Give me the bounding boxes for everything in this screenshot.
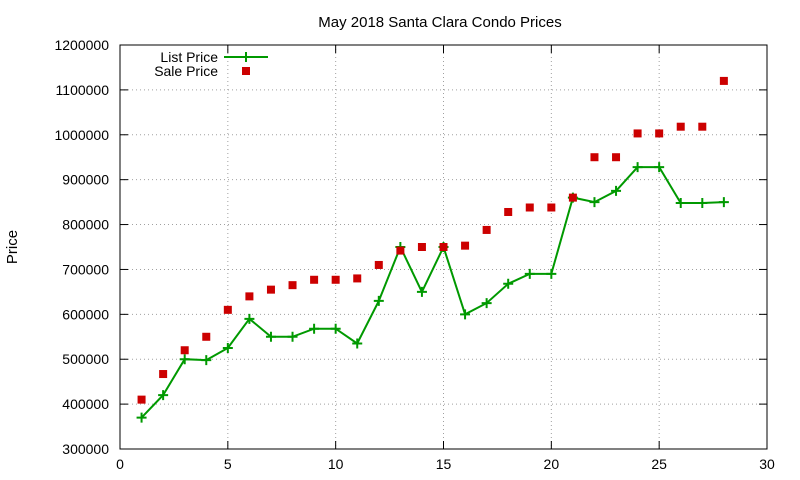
list-price-point (654, 162, 665, 173)
sale-price-point (202, 332, 211, 341)
list-price-point (589, 197, 600, 208)
legend-marker (241, 52, 251, 62)
y-tick-label: 900000 (62, 172, 109, 188)
sale-price-point (547, 203, 556, 212)
list-price-point (675, 198, 686, 209)
sale-price-point (180, 346, 189, 355)
x-tick-label: 5 (224, 456, 232, 472)
legend-marker (242, 67, 250, 75)
y-tick-label: 400000 (62, 396, 109, 412)
sale-price-point (374, 260, 383, 269)
list-price-point (352, 338, 363, 349)
list-price-point (309, 323, 320, 334)
sale-price-point (719, 76, 728, 85)
sale-price-point (159, 370, 168, 379)
sale-price-point (310, 275, 319, 284)
series-layer (136, 76, 729, 423)
list-price-point (265, 331, 276, 342)
axis-ticks: 300000 400000 500000 600000 700000 800000 9000… (54, 37, 775, 472)
sale-price-point (676, 122, 685, 131)
y-tick-label: 1100000 (56, 82, 110, 98)
sale-price-point (461, 241, 470, 250)
list-price-point (546, 268, 557, 279)
list-price-point (330, 323, 341, 334)
list-price-point (718, 197, 729, 208)
sale-price-point (223, 305, 232, 314)
list-price-point (460, 309, 471, 320)
list-price-point (244, 313, 255, 324)
sale-price-point (245, 292, 254, 301)
list-price-point (503, 278, 514, 289)
sale-price-point (137, 395, 146, 404)
sale-price-point (288, 281, 297, 290)
sale-price-point (525, 203, 534, 212)
sale-price-point (417, 243, 426, 251)
sale-price-point (504, 207, 513, 216)
grid-lines (120, 45, 767, 449)
y-tick-label: 300000 (62, 441, 109, 457)
list-price-point (222, 343, 233, 353)
x-tick-label: 30 (759, 456, 775, 472)
y-tick-label: 1200000 (54, 37, 109, 53)
list-price-point (416, 286, 427, 297)
sale-price-point (396, 246, 405, 255)
list-price-point (201, 355, 212, 366)
x-tick-label: 20 (544, 456, 560, 472)
chart-title: May 2018 Santa Clara Condo Prices (318, 14, 561, 31)
sale-price-point (612, 153, 621, 162)
x-tick-label: 15 (436, 456, 452, 472)
list-price-point (373, 295, 384, 306)
list-price-point (158, 390, 169, 401)
list-price-point (611, 185, 622, 196)
sale-price-point (353, 274, 362, 283)
y-tick-label: 700000 (62, 261, 109, 277)
y-tick-label: 800000 (62, 217, 109, 233)
list-price-point (632, 162, 643, 173)
x-tick-label: 0 (116, 456, 124, 472)
list-price-point (136, 412, 147, 423)
sale-price-point (698, 122, 707, 131)
sale-price-point (590, 153, 599, 162)
legend-label: List Price (160, 49, 218, 65)
y-tick-label: 500000 (62, 351, 109, 367)
sale-price-point (568, 193, 577, 202)
list-price-point (524, 268, 535, 279)
sale-price-point (331, 275, 340, 284)
sale-price-point (482, 225, 491, 234)
legend-label: Sale Price (154, 63, 218, 79)
y-tick-label: 1000000 (54, 127, 109, 143)
list-price-point (179, 354, 190, 365)
sale-price-point (655, 129, 664, 138)
x-tick-label: 25 (651, 456, 667, 472)
list-price-point (697, 198, 708, 209)
sale-price-point (633, 129, 642, 138)
list-price-line (140, 166, 724, 419)
sale-price-point (266, 285, 275, 294)
list-price-point (287, 331, 298, 342)
sale-price-point (439, 243, 448, 251)
y-tick-label: 600000 (62, 306, 109, 322)
x-tick-label: 10 (328, 456, 344, 472)
y-axis-label: Price (4, 230, 21, 264)
list-price-point (481, 298, 492, 309)
